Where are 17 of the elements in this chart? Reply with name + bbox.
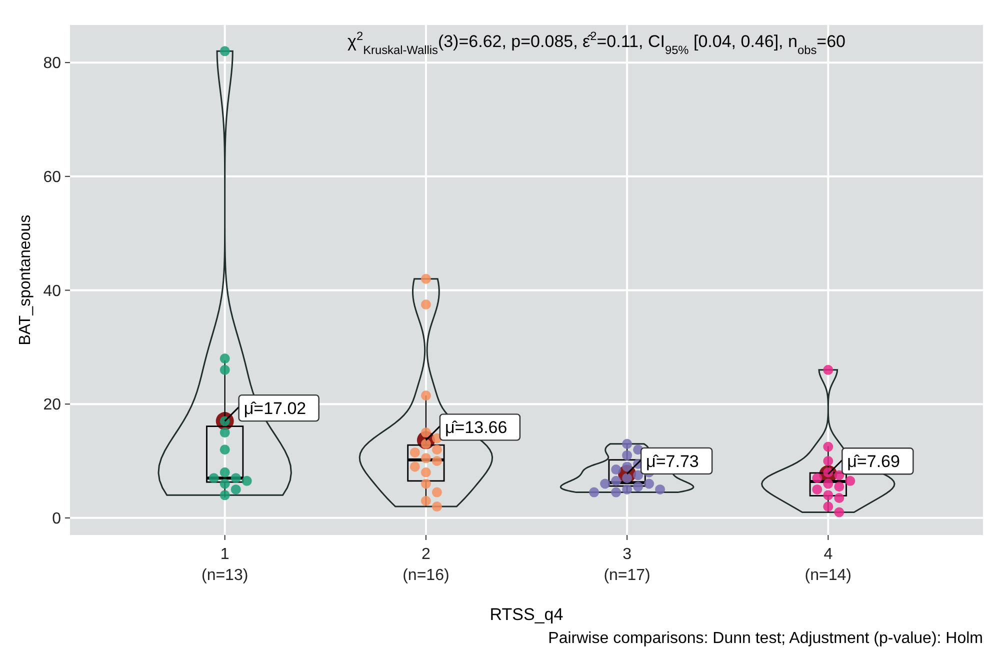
x-tick-label: 2 (n=16) [402, 546, 450, 584]
y-tick-label: 80 [43, 55, 62, 72]
y-tick-label: 60 [43, 169, 62, 186]
x-tick-label: 1 (n=13) [201, 546, 248, 584]
y-tick-label: 0 [52, 510, 62, 528]
y-axis-title: BAT_spontaneous [17, 214, 34, 346]
data-label: μ̂=13.66 [444, 418, 508, 438]
y-tick-label: 40 [43, 282, 62, 300]
y-tick-label: 20 [43, 396, 62, 414]
data-label: μ̂=7.73 [646, 452, 699, 471]
data-label: μ̂=7.69 [847, 452, 900, 472]
x-tick-label: 4 (n=14) [804, 546, 852, 584]
text: Pairwise comparisons: Dunn test; Adjustment (p-value): Holm [548, 630, 983, 647]
x-tick-label: 3 (n=17) [604, 546, 650, 584]
text: χ$^{2}$$_{Kruskal-Wallis}$(3)=6.62, p=0.085, ε̂$^{2}$=0.11, CI$_{95%}$ [0.04, 0.46], n$_{obs}$=60 [348, 29, 846, 57]
x-axis-title: RTSS_q4 [490, 605, 564, 624]
data-label: μ̂=17.02 [244, 399, 306, 418]
